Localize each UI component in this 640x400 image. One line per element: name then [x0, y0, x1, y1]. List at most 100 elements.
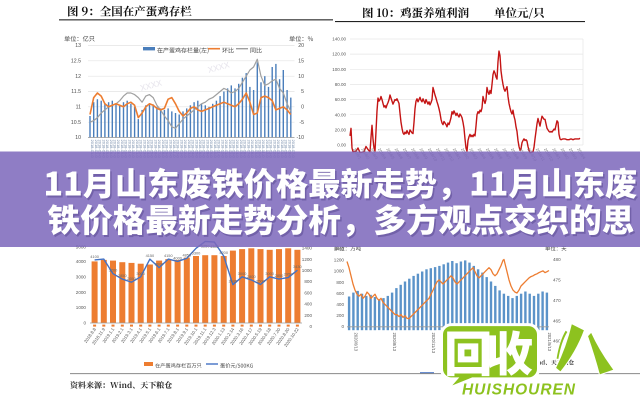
svg-text:2018-09-0: 2018-09-0	[165, 140, 170, 159]
svg-text:2018-06-0: 2018-06-0	[243, 140, 248, 159]
svg-text:2018-01-0: 2018-01-0	[90, 140, 95, 159]
svg-text:2018-02-0: 2018-02-0	[94, 140, 99, 159]
svg-text:2018-11-0: 2018-11-0	[127, 140, 132, 159]
svg-text:2018-07-0: 2018-07-0	[157, 140, 162, 159]
svg-text:40.00: 40.00	[335, 112, 347, 117]
svg-text:12: 12	[75, 74, 81, 80]
svg-text:2018-03-0: 2018-03-0	[232, 140, 237, 159]
svg-text:2018-03-0: 2018-03-0	[98, 140, 103, 159]
svg-text:2018-06-0: 2018-06-0	[109, 140, 114, 159]
svg-text:2850: 2850	[118, 273, 127, 278]
svg-text:xxxx: xxxx	[206, 58, 231, 75]
svg-text:3000: 3000	[76, 274, 87, 279]
svg-text:2500: 2500	[256, 279, 265, 284]
svg-text:2018-08-0: 2018-08-0	[161, 140, 166, 159]
svg-text:2018-04-0: 2018-04-0	[280, 140, 285, 159]
svg-text:2018-01-0: 2018-01-0	[269, 140, 274, 159]
svg-text:5: 5	[301, 89, 304, 95]
svg-text:2018-05-0: 2018-05-0	[105, 140, 110, 159]
svg-text:2018-10-0: 2018-10-0	[168, 140, 173, 159]
svg-text:1000: 1000	[302, 268, 313, 273]
svg-text:2018-05-0: 2018-05-0	[194, 140, 199, 159]
svg-text:2800: 2800	[247, 274, 256, 279]
svg-text:2018-11-0: 2018-11-0	[217, 140, 222, 159]
svg-text:4000: 4000	[173, 255, 182, 260]
svg-text:2018-09-0: 2018-09-0	[209, 140, 214, 159]
svg-text:400: 400	[304, 302, 312, 307]
svg-text:4850: 4850	[182, 252, 191, 257]
svg-text:470: 470	[553, 298, 561, 303]
svg-text:600: 600	[336, 291, 344, 296]
svg-text:2018-07-0: 2018-07-0	[246, 140, 251, 159]
svg-text:10.5: 10.5	[71, 120, 81, 126]
svg-text:2018-10-0: 2018-10-0	[258, 140, 263, 159]
svg-text:2018-02-0: 2018-02-0	[272, 140, 277, 159]
svg-text:4200: 4200	[219, 250, 228, 255]
svg-text:1000: 1000	[76, 305, 87, 310]
svg-text:2018-07-0: 2018-07-0	[113, 140, 118, 159]
svg-text:2018-10-0: 2018-10-0	[213, 140, 218, 159]
svg-text:2018-08-0: 2018-08-0	[116, 140, 121, 159]
svg-text:2950: 2950	[284, 272, 293, 277]
svg-text:2021/5/13: 2021/5/13	[547, 333, 552, 352]
svg-text:2020/8/13: 2020/8/13	[392, 333, 397, 352]
svg-text:460: 460	[553, 339, 561, 344]
svg-text:3000: 3000	[136, 271, 145, 276]
svg-text:2018-06-0: 2018-06-0	[198, 140, 203, 159]
svg-text:4000: 4000	[76, 259, 87, 264]
svg-text:1000: 1000	[334, 269, 345, 274]
svg-text:2485: 2485	[229, 279, 238, 284]
svg-text:600: 600	[304, 290, 312, 295]
svg-text:2018-03-0: 2018-03-0	[142, 140, 147, 159]
svg-text:400: 400	[336, 302, 344, 307]
svg-text:2018-09-0: 2018-09-0	[120, 140, 125, 159]
svg-text:2650: 2650	[127, 276, 136, 281]
svg-text:2020/11/13: 2020/11/13	[431, 333, 436, 354]
svg-text:2850: 2850	[275, 273, 284, 278]
svg-text:2018-02-0: 2018-02-0	[139, 140, 144, 159]
svg-text:20.00: 20.00	[335, 128, 347, 133]
svg-text:0: 0	[341, 324, 344, 329]
svg-text:2018-07-0: 2018-07-0	[202, 140, 207, 159]
svg-text:1400: 1400	[302, 246, 313, 251]
svg-text:5300: 5300	[192, 250, 201, 255]
svg-text:2020/6/13: 2020/6/13	[353, 333, 358, 352]
svg-text:2018-08-0: 2018-08-0	[206, 140, 211, 159]
svg-text:2018-01-0: 2018-01-0	[224, 140, 229, 159]
svg-text:2018-01-0: 2018-01-0	[179, 140, 184, 159]
svg-text:2018-06-0: 2018-06-0	[153, 140, 158, 159]
svg-text:2018-01-0: 2018-01-0	[135, 140, 140, 159]
svg-text:10: 10	[298, 74, 304, 80]
svg-text:2018-09-0: 2018-09-0	[254, 140, 259, 159]
svg-text:2018-11-0: 2018-11-0	[261, 140, 266, 159]
svg-text:2000: 2000	[76, 290, 87, 295]
svg-text:2018-12-0: 2018-12-0	[265, 140, 270, 159]
svg-text:2018-02-0: 2018-02-0	[183, 140, 188, 159]
svg-text:3000: 3000	[265, 271, 274, 276]
svg-text:200: 200	[304, 313, 312, 318]
svg-text:2018-08-0: 2018-08-0	[250, 140, 255, 159]
svg-text:2018-04-0: 2018-04-0	[235, 140, 240, 159]
svg-text:2018-04-0: 2018-04-0	[191, 140, 196, 159]
svg-text:-5: -5	[299, 120, 304, 126]
svg-text:xxxx: xxxx	[139, 76, 164, 93]
svg-text:2018-04-0: 2018-04-0	[101, 140, 106, 159]
svg-text:475: 475	[553, 278, 561, 283]
svg-text:3000: 3000	[238, 271, 247, 276]
svg-text:2018-12-0: 2018-12-0	[131, 140, 136, 159]
svg-text:2018-05-0: 2018-05-0	[284, 140, 289, 159]
svg-text:3200: 3200	[109, 268, 118, 273]
svg-text:465: 465	[553, 318, 561, 323]
svg-text:2018-05-0: 2018-05-0	[150, 140, 155, 159]
svg-text:10: 10	[75, 135, 81, 141]
svg-text:4150: 4150	[164, 253, 173, 258]
svg-text:3600: 3600	[155, 262, 164, 267]
svg-text:13: 13	[75, 43, 81, 49]
svg-text:2018-07-0: 2018-07-0	[291, 140, 296, 159]
svg-text:2018-05-0: 2018-05-0	[239, 140, 244, 159]
svg-text:140.00: 140.00	[332, 37, 346, 42]
svg-text:11: 11	[76, 104, 81, 110]
svg-text:15: 15	[298, 58, 304, 64]
svg-text:2018-12-0: 2018-12-0	[220, 140, 225, 159]
svg-text:20: 20	[298, 43, 304, 49]
